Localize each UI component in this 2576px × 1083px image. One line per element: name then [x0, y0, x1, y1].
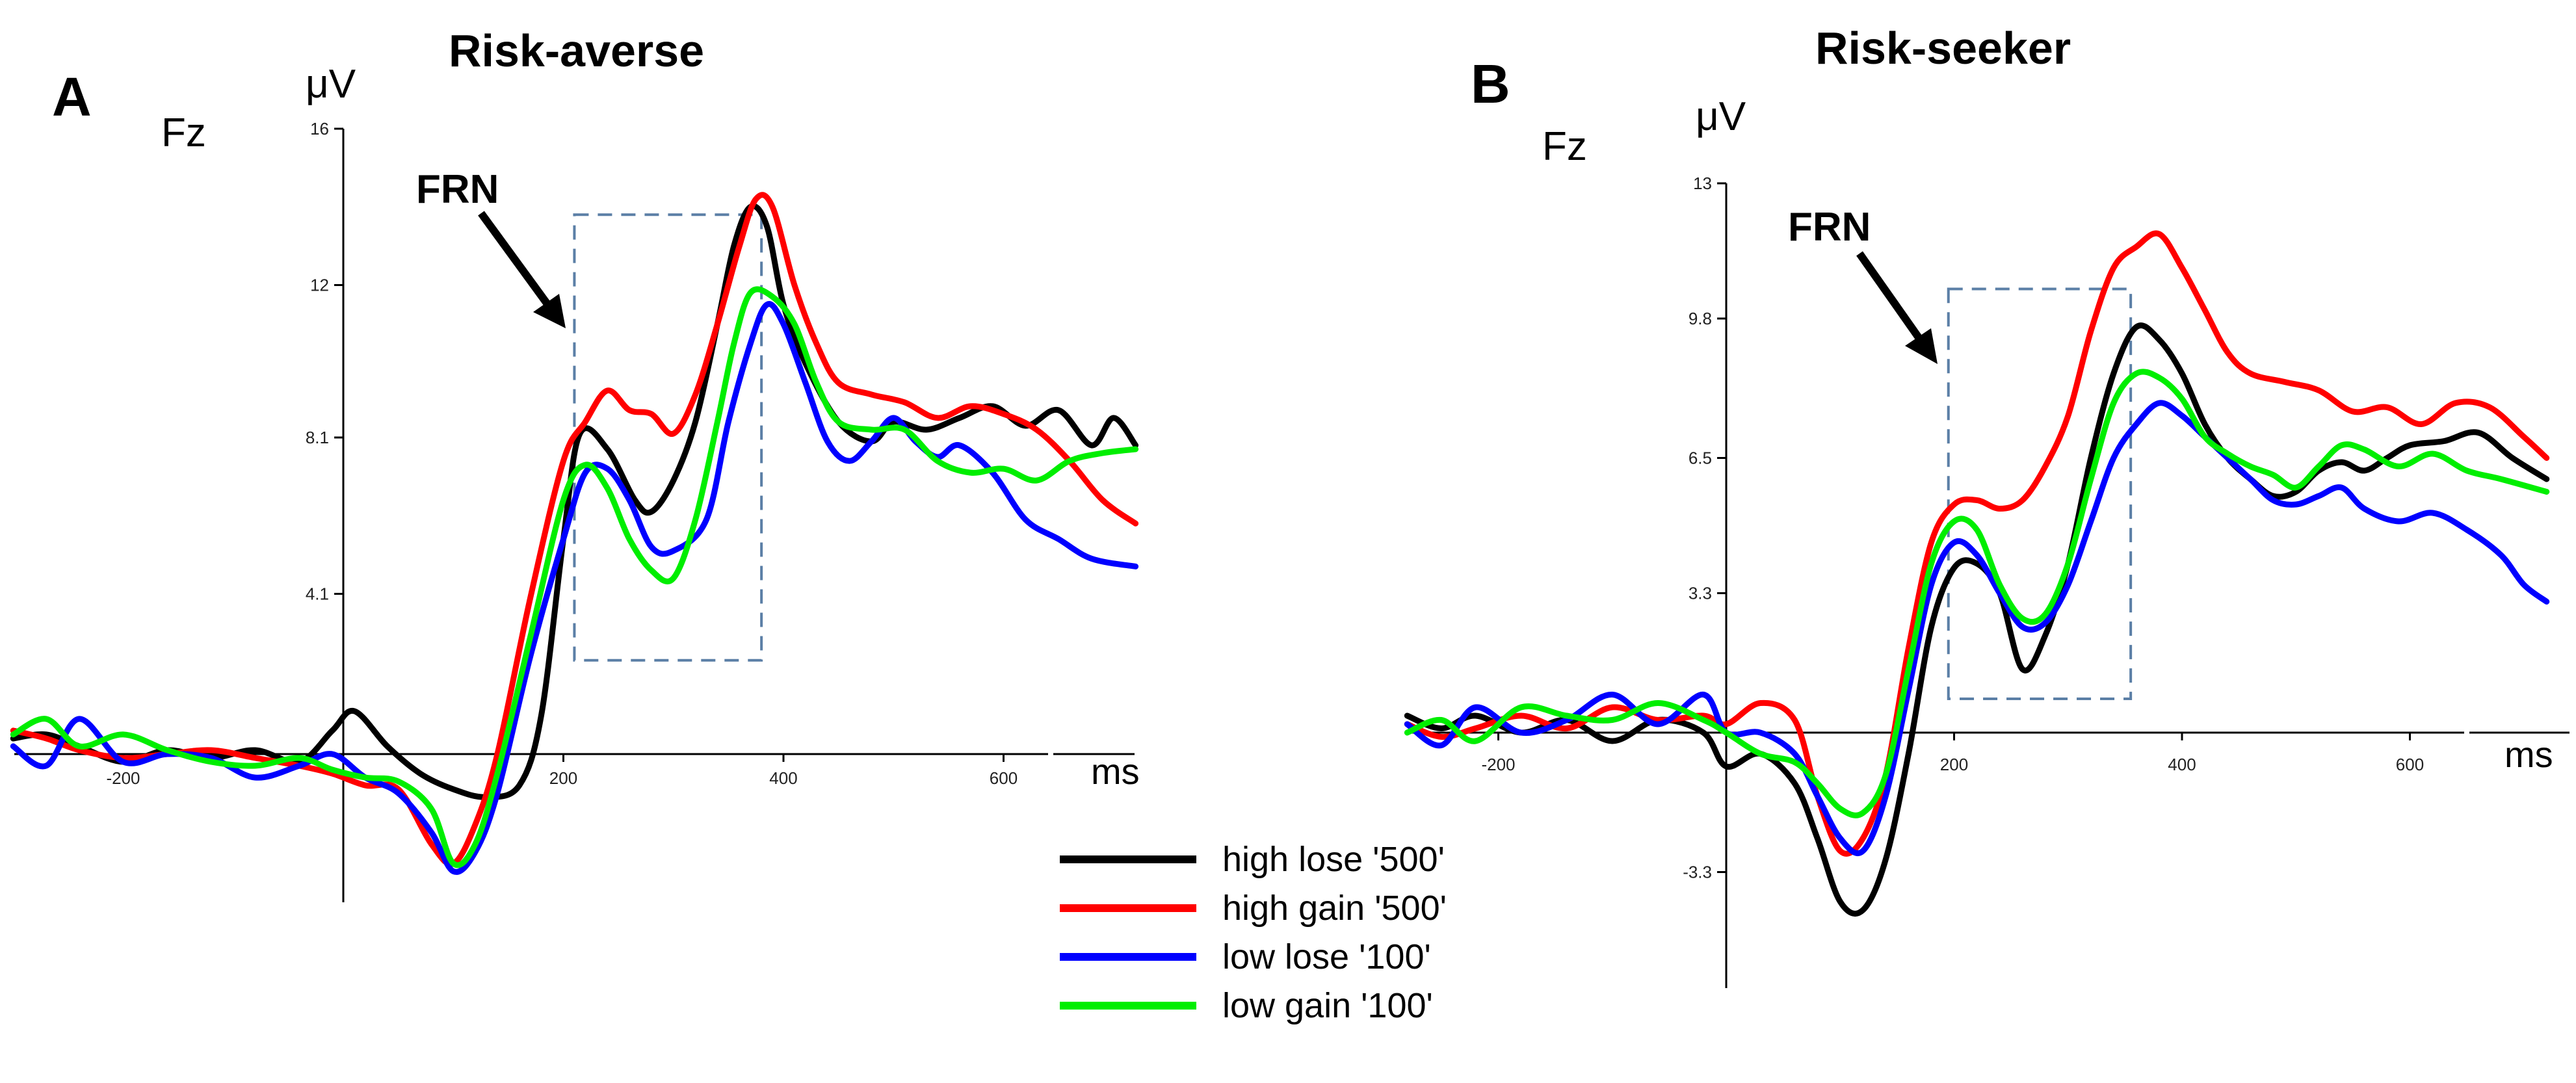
- legend-label: low lose '100': [1222, 937, 1431, 976]
- panel-a-x-tick-label: 400: [769, 768, 797, 788]
- panel-b-x-tick-label: -200: [1481, 755, 1515, 774]
- panel-b-series: [1404, 230, 2550, 917]
- legend: high lose '500' high gain '500' low lose '…: [1060, 840, 1447, 1025]
- legend-label: high gain '500': [1222, 889, 1447, 928]
- panel-a-channel-label: Fz: [161, 111, 206, 155]
- panel-b-y-tick-label: 13: [1693, 174, 1712, 193]
- panel-a-series: [10, 192, 1139, 875]
- panel-a-y-unit: μV: [306, 62, 356, 107]
- panel-b-x-tick-label: 200: [1940, 755, 1968, 774]
- panel-b-title: Risk-seeker: [1815, 23, 2071, 73]
- panel-b-y-tick-label: -3.3: [1683, 863, 1712, 882]
- panel-a-series-high-gain-500: [10, 192, 1139, 867]
- panel-a-frn-arrow: [478, 211, 553, 309]
- panel-a-frn-window: [573, 213, 763, 662]
- panel-a-y-tick-label: 4.1: [306, 584, 329, 603]
- legend-label: high lose '500': [1222, 840, 1445, 879]
- panel-b-frn-arrow: [1856, 251, 1925, 344]
- panel-b-x-unit: ms: [2504, 734, 2553, 775]
- panel-b-series-high-gain-500: [1404, 230, 2550, 857]
- panel-b-channel-label: Fz: [1542, 124, 1587, 169]
- panel-b-frn-window: [1947, 287, 2133, 700]
- panel-a-x-tick-label: 200: [549, 768, 577, 788]
- panel-b-y-unit: μV: [1696, 94, 1746, 139]
- panel-a-frn-arrowhead: [533, 294, 566, 328]
- panel-a-letter: A: [52, 66, 92, 127]
- panel-b: B Risk-seeker Fz μV ms FRN 13 9.8 6.5 3.3 -3…: [1404, 23, 2569, 988]
- panel-a: A Risk-averse Fz μV ms FRN 16 12 8.1 4.1 -20…: [10, 25, 1140, 902]
- frn-arrows: [478, 211, 1938, 364]
- panel-a-x-tick-label: 600: [990, 768, 1018, 788]
- panel-b-y-tick-label: 9.8: [1689, 309, 1712, 328]
- panel-a-series-high-lose-500: [10, 203, 1139, 800]
- panel-a-x-unit: ms: [1091, 751, 1140, 792]
- panel-a-y-tick-label: 8.1: [306, 428, 329, 447]
- panel-a-title: Risk-averse: [449, 25, 704, 76]
- panel-b-x-tick-label: 600: [2396, 755, 2424, 774]
- panel-a-series-low-gain-100: [10, 286, 1139, 868]
- panel-b-series-low-gain-100: [1404, 369, 2550, 818]
- panel-a-frn-label: FRN: [416, 167, 499, 212]
- panel-a-x-tick-label: -200: [106, 768, 140, 788]
- panel-b-y-tick-label: 6.5: [1689, 449, 1712, 468]
- panel-a-y-tick-label: 12: [310, 276, 329, 295]
- panel-a-y-tick-label: 16: [310, 119, 329, 138]
- panel-b-x-tick-label: 400: [2168, 755, 2196, 774]
- panel-b-axes: 13 9.8 6.5 3.3 -3.3 -200 200 400 600: [1411, 174, 2569, 988]
- panel-b-series-high-lose-500: [1404, 322, 2550, 917]
- panel-b-frn-arrowhead: [1905, 328, 1938, 364]
- panel-b-y-tick-label: 3.3: [1689, 584, 1712, 603]
- panel-b-frn-label: FRN: [1788, 205, 1871, 250]
- panel-b-series-low-lose-100: [1404, 400, 2550, 856]
- legend-label: low gain '100': [1222, 986, 1433, 1025]
- panel-b-letter: B: [1471, 53, 1510, 114]
